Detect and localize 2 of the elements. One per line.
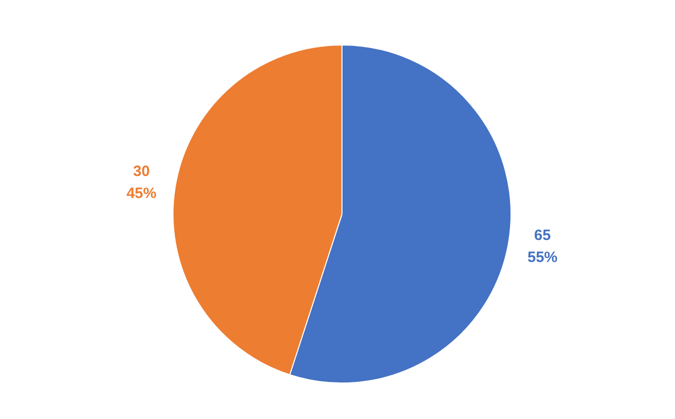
data-label: 30 45%	[126, 162, 157, 202]
data-label: 65 55%	[527, 226, 558, 266]
